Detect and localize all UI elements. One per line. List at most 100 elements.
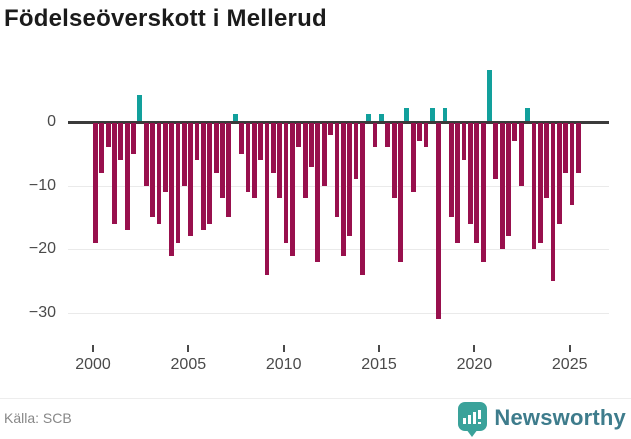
x-axis-tick — [187, 345, 190, 352]
bar — [353, 123, 359, 180]
bar — [563, 123, 569, 173]
bar — [188, 123, 194, 237]
bar — [283, 123, 289, 243]
y-axis-tick-label: −20 — [28, 240, 56, 258]
bar — [105, 123, 111, 148]
bar — [181, 123, 187, 186]
x-axis-tick-label: 2015 — [361, 356, 397, 373]
y-axis-tick-label: −30 — [28, 303, 56, 321]
newsworthy-logo[interactable]: Newsworthy — [458, 400, 626, 438]
bar — [251, 123, 257, 199]
bar — [499, 123, 505, 250]
bar — [175, 123, 181, 243]
bar — [328, 123, 333, 135]
bar — [556, 123, 562, 224]
bar — [213, 123, 219, 173]
y-axis-tick-label: −10 — [28, 176, 56, 194]
bar — [207, 123, 213, 224]
bar — [512, 123, 518, 142]
bar — [112, 123, 117, 224]
bar — [417, 123, 422, 142]
newsworthy-bubble-chart-icon — [458, 402, 488, 437]
bar — [423, 123, 429, 148]
x-axis-tick-label: 2010 — [265, 356, 302, 373]
x-axis-tick — [282, 345, 285, 352]
bar — [391, 123, 397, 199]
bar — [264, 123, 270, 275]
bar — [232, 114, 238, 121]
bar — [156, 123, 162, 224]
bar — [258, 123, 264, 161]
x-axis-tick-label: 2020 — [456, 356, 493, 373]
bar — [429, 107, 435, 121]
x-axis-tick-label: 2000 — [75, 356, 111, 373]
bar — [239, 123, 244, 154]
bar — [442, 107, 448, 121]
source-label: Källa: SCB — [4, 410, 72, 426]
bar — [150, 123, 155, 218]
x-axis-tick — [568, 345, 571, 352]
bar — [309, 123, 314, 167]
bar — [315, 123, 321, 262]
bar — [487, 69, 492, 121]
bar — [321, 123, 327, 186]
bar — [544, 123, 550, 199]
bar — [379, 114, 384, 121]
bar — [493, 123, 499, 180]
x-axis-tick — [473, 345, 476, 352]
bar — [118, 123, 124, 161]
x-axis-tick-label: 2005 — [170, 356, 207, 373]
bar — [270, 123, 276, 173]
speech-bubble-tail-icon — [466, 429, 479, 437]
x-axis-zero-line — [68, 120, 609, 124]
bar — [506, 123, 511, 237]
bar — [245, 123, 251, 192]
bar — [340, 123, 346, 256]
bar — [518, 123, 524, 186]
bar — [99, 123, 105, 173]
bar — [226, 123, 232, 218]
bar — [93, 123, 98, 243]
bar — [194, 123, 200, 161]
bar — [455, 123, 461, 243]
newsworthy-wordmark: Newsworthy — [494, 405, 626, 430]
x-axis-tick — [92, 345, 94, 352]
bar — [201, 123, 206, 231]
bar — [398, 123, 403, 262]
bar — [162, 123, 168, 192]
bar — [302, 123, 308, 199]
bar — [436, 123, 442, 320]
bar — [525, 107, 530, 121]
bar — [296, 123, 302, 148]
x-axis-tick-label: 2025 — [551, 356, 588, 373]
bar — [480, 123, 486, 262]
bar — [372, 123, 378, 148]
bar — [277, 123, 283, 199]
bar — [468, 123, 473, 224]
bar — [334, 123, 340, 218]
bar — [131, 123, 136, 154]
bar — [366, 114, 372, 121]
chart-title: Födelseöverskott i Mellerud — [4, 5, 327, 32]
footer-divider — [0, 398, 631, 399]
bar — [461, 123, 467, 161]
bar — [531, 123, 537, 250]
bar — [347, 123, 353, 237]
bar — [448, 123, 454, 218]
bar — [143, 123, 149, 186]
y-axis-tick-label: 0 — [47, 113, 56, 130]
bar — [290, 123, 295, 256]
x-axis-tick — [378, 345, 381, 352]
bar — [137, 95, 143, 121]
bar — [576, 123, 581, 173]
bar — [537, 123, 543, 243]
bar — [169, 123, 175, 256]
bar — [385, 123, 391, 148]
bar — [220, 123, 225, 199]
bar — [569, 123, 575, 205]
bar — [359, 123, 365, 275]
bar — [124, 123, 130, 231]
bar — [550, 123, 556, 281]
